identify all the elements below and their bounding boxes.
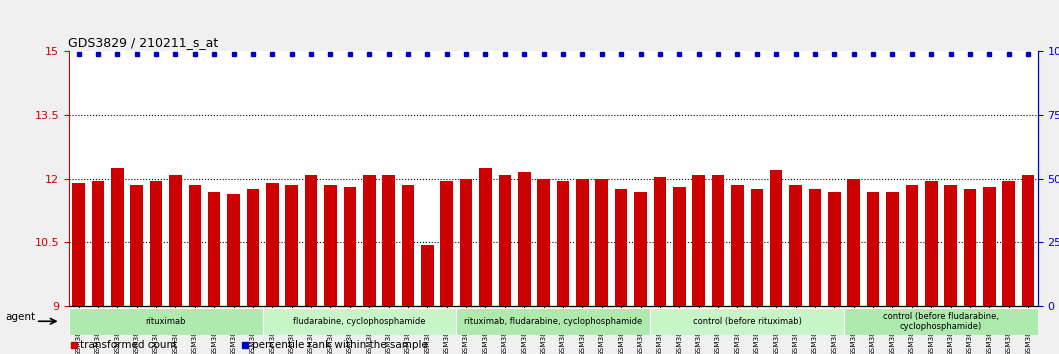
Bar [867, 192, 879, 306]
Bar [401, 185, 414, 306]
Bar [266, 183, 279, 306]
Bar [263, 308, 456, 335]
Text: rituximab: rituximab [145, 317, 186, 326]
Bar [247, 189, 259, 306]
Bar [650, 308, 844, 335]
Bar [130, 185, 143, 306]
Bar [537, 179, 550, 306]
Bar [208, 192, 220, 306]
Bar [983, 187, 995, 306]
Text: GDS3829 / 210211_s_at: GDS3829 / 210211_s_at [68, 36, 218, 49]
Bar [905, 185, 918, 306]
Bar [1022, 175, 1035, 306]
Bar [847, 179, 860, 306]
Bar [576, 179, 589, 306]
Bar [499, 175, 511, 306]
Bar [770, 170, 783, 306]
Bar [925, 181, 937, 306]
Bar [382, 175, 395, 306]
Text: fludarabine, cyclophosphamide: fludarabine, cyclophosphamide [293, 317, 426, 326]
Bar [751, 189, 764, 306]
Bar [653, 177, 666, 306]
Bar [886, 192, 899, 306]
Bar [809, 189, 821, 306]
Text: control (before rituximab): control (before rituximab) [693, 317, 802, 326]
Bar [634, 192, 647, 306]
Bar [844, 308, 1038, 335]
Text: agent: agent [5, 312, 36, 322]
Bar [441, 181, 453, 306]
Bar [1003, 181, 1015, 306]
Bar [964, 189, 976, 306]
Text: transformed count: transformed count [80, 340, 178, 350]
Bar [169, 175, 182, 306]
Bar [69, 308, 263, 335]
Bar [72, 183, 85, 306]
Bar [92, 181, 104, 306]
Bar [945, 185, 957, 306]
Bar [731, 185, 743, 306]
Bar [305, 175, 318, 306]
Text: control (before fludarabine,
cyclophosphamide): control (before fludarabine, cyclophosph… [883, 312, 999, 331]
Bar [789, 185, 802, 306]
Text: percentile rank within the sample: percentile rank within the sample [252, 340, 428, 350]
Bar [480, 168, 491, 306]
Bar [674, 187, 685, 306]
Bar [189, 185, 201, 306]
Bar [456, 308, 650, 335]
Bar [421, 245, 433, 306]
Bar [111, 168, 124, 306]
Bar [828, 192, 841, 306]
Text: rituximab, fludarabine, cyclophosphamide: rituximab, fludarabine, cyclophosphamide [464, 317, 643, 326]
Bar [557, 181, 570, 306]
Bar [693, 175, 705, 306]
Bar [518, 172, 531, 306]
Bar [343, 187, 356, 306]
Bar [149, 181, 162, 306]
Bar [460, 179, 472, 306]
Bar [712, 175, 724, 306]
Bar [363, 175, 376, 306]
Bar [324, 185, 337, 306]
Bar [286, 185, 298, 306]
Bar [615, 189, 627, 306]
Bar [228, 194, 239, 306]
Bar [595, 179, 608, 306]
